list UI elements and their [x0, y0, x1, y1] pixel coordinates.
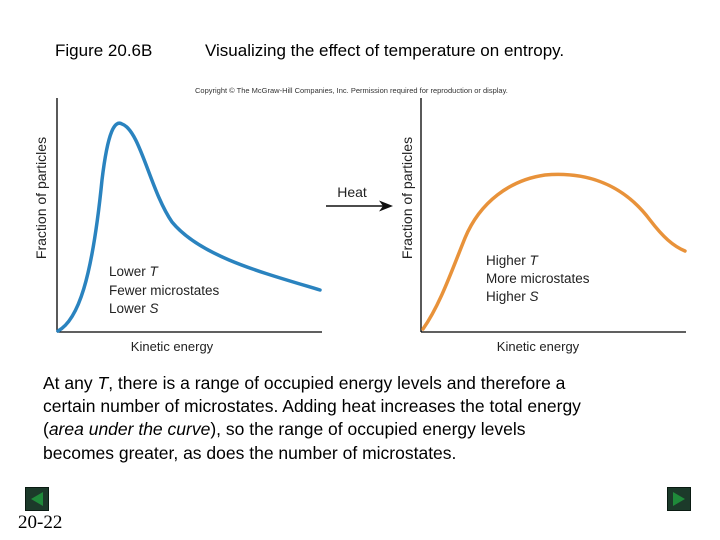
right-annotation-line-1: Higher T: [486, 253, 540, 268]
left-annotation-line-3: Lower S: [109, 301, 159, 316]
left-annotation-line-1: Lower T: [109, 264, 160, 279]
entropy-diagram: Fraction of particles Kinetic energy Low…: [33, 98, 687, 354]
figure-label: Figure 20.6B: [55, 41, 153, 60]
left-annotation-line-2: Fewer microstates: [109, 283, 220, 298]
previous-slide-button[interactable]: [25, 487, 49, 511]
arrow-head-icon: [379, 200, 393, 212]
caption-line-1: At any T, there is a range of occupied e…: [43, 373, 566, 393]
right-triangle-icon: [673, 492, 685, 506]
high-temp-distribution-curve: [421, 172, 687, 331]
slide-number: 20-22: [18, 512, 63, 533]
caption-line-2: certain number of microstates. Adding he…: [43, 396, 581, 417]
heat-arrow: Heat: [326, 184, 393, 212]
right-annotation-line-2: More microstates: [486, 271, 590, 286]
caption-line-4: becomes greater, as does the number of m…: [43, 442, 457, 463]
copyright-notice: Copyright © The McGraw-Hill Companies, I…: [195, 86, 508, 95]
caption-line-3: (area under the curve), so the range of …: [43, 419, 526, 440]
right-annotation-line-3: Higher S: [486, 289, 539, 304]
left-panel: Fraction of particles Kinetic energy Low…: [33, 98, 322, 354]
caption: At any T, there is a range of occupied e…: [43, 372, 693, 465]
figure-title: Visualizing the effect of temperature on…: [205, 41, 565, 60]
right-x-axis-label: Kinetic energy: [497, 339, 580, 354]
left-triangle-icon: [31, 492, 43, 506]
left-x-axis-label: Kinetic energy: [131, 339, 214, 354]
low-temp-distribution-curve: [56, 121, 322, 333]
right-panel: Fraction of particles Kinetic energy Hig…: [399, 98, 687, 354]
left-y-axis-label: Fraction of particles: [33, 137, 49, 259]
next-slide-button[interactable]: [667, 487, 691, 511]
heat-label: Heat: [337, 184, 367, 200]
right-y-axis-label: Fraction of particles: [399, 137, 415, 259]
